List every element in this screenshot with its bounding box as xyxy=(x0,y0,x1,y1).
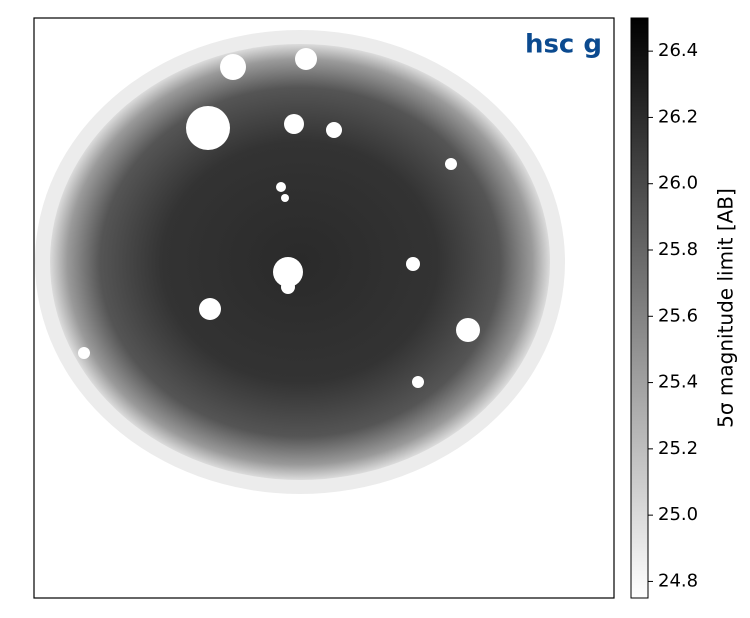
colorbar-tick-label: 25.8 xyxy=(658,239,698,260)
colorbar-tick-label: 24.8 xyxy=(658,570,698,591)
masked-regions xyxy=(78,48,480,388)
colorbar-tick-label: 25.0 xyxy=(658,504,698,525)
annotation: hsc g xyxy=(525,30,602,60)
colorbar-tick-label: 26.2 xyxy=(658,106,698,127)
colorbar xyxy=(630,17,649,599)
colorbar-label: 5σ magnitude limit [AB] xyxy=(714,188,738,428)
colorbar-tick-label: 25.2 xyxy=(658,438,698,459)
colorbar-tick-label: 26.4 xyxy=(658,40,698,61)
map-disk xyxy=(50,44,550,480)
depth-map xyxy=(35,30,565,494)
plot-frame xyxy=(33,17,615,599)
colorbar-tick-label: 26.0 xyxy=(658,173,698,194)
colorbar-tick-label: 25.4 xyxy=(658,372,698,393)
colorbar-tick-label: 25.6 xyxy=(658,305,698,326)
